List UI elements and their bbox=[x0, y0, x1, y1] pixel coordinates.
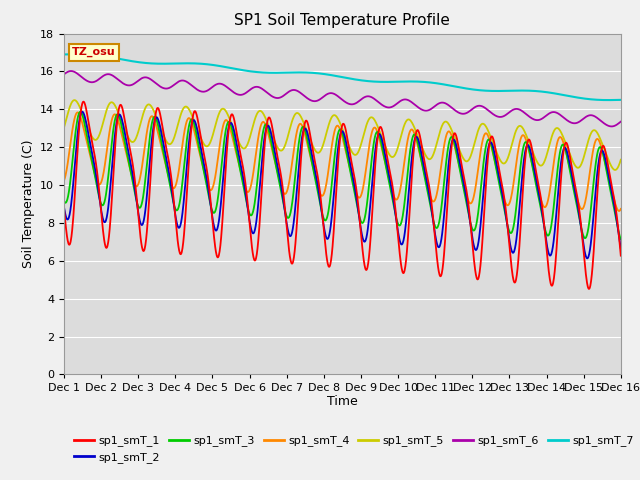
sp1_smT_2 bbox=[297, 145, 305, 151]
sp1_smT_4 bbox=[104, 144, 111, 149]
sp1_smT_5 bbox=[126, 138, 134, 144]
sp1_smT_5 bbox=[611, 167, 619, 173]
sp1_smT_4 bbox=[617, 206, 625, 212]
sp1_smT_3 bbox=[378, 140, 385, 145]
sp1_smT_7 bbox=[318, 71, 326, 77]
sp1_smT_5 bbox=[378, 132, 385, 138]
sp1_smT_2 bbox=[617, 246, 625, 252]
sp1_smT_6 bbox=[318, 95, 326, 101]
sp1_smT_1 bbox=[79, 99, 87, 105]
sp1_smT_7 bbox=[605, 97, 612, 103]
X-axis label: Time: Time bbox=[327, 395, 358, 408]
sp1_smT_1 bbox=[104, 243, 111, 249]
Legend: sp1_smT_1, sp1_smT_2, sp1_smT_3, sp1_smT_4, sp1_smT_5, sp1_smT_6, sp1_smT_7: sp1_smT_1, sp1_smT_2, sp1_smT_3, sp1_smT… bbox=[70, 431, 638, 468]
sp1_smT_5 bbox=[104, 105, 111, 110]
sp1_smT_6 bbox=[617, 119, 625, 124]
sp1_smT_3 bbox=[297, 129, 305, 135]
sp1_smT_3 bbox=[60, 198, 68, 204]
sp1_smT_4 bbox=[126, 166, 134, 172]
sp1_smT_7 bbox=[308, 70, 316, 76]
sp1_smT_5 bbox=[318, 144, 326, 150]
sp1_smT_4 bbox=[318, 193, 326, 199]
sp1_smT_6 bbox=[104, 72, 111, 77]
sp1_smT_6 bbox=[297, 90, 305, 96]
sp1_smT_2 bbox=[318, 212, 326, 218]
sp1_smT_6 bbox=[308, 98, 316, 104]
sp1_smT_6 bbox=[60, 72, 68, 77]
Line: sp1_smT_2: sp1_smT_2 bbox=[64, 112, 621, 258]
Line: sp1_smT_1: sp1_smT_1 bbox=[64, 102, 621, 289]
sp1_smT_1 bbox=[585, 286, 593, 292]
sp1_smT_5 bbox=[308, 142, 316, 147]
sp1_smT_3 bbox=[126, 166, 134, 171]
Line: sp1_smT_6: sp1_smT_6 bbox=[64, 71, 621, 126]
sp1_smT_6 bbox=[378, 101, 385, 107]
sp1_smT_1 bbox=[126, 147, 134, 153]
sp1_smT_2 bbox=[60, 204, 68, 210]
sp1_smT_5 bbox=[60, 125, 68, 131]
sp1_smT_2 bbox=[584, 255, 591, 261]
sp1_smT_2 bbox=[104, 210, 111, 216]
Line: sp1_smT_5: sp1_smT_5 bbox=[64, 100, 621, 170]
sp1_smT_1 bbox=[617, 253, 625, 259]
sp1_smT_7 bbox=[126, 58, 134, 64]
sp1_smT_7 bbox=[617, 97, 625, 103]
sp1_smT_3 bbox=[617, 236, 625, 242]
sp1_smT_1 bbox=[308, 144, 316, 149]
Y-axis label: Soil Temperature (C): Soil Temperature (C) bbox=[22, 140, 35, 268]
sp1_smT_7 bbox=[104, 54, 111, 60]
sp1_smT_1 bbox=[297, 161, 305, 167]
Title: SP1 Soil Temperature Profile: SP1 Soil Temperature Profile bbox=[234, 13, 451, 28]
sp1_smT_4 bbox=[74, 109, 81, 115]
sp1_smT_5 bbox=[70, 97, 78, 103]
sp1_smT_1 bbox=[318, 210, 326, 216]
Line: sp1_smT_4: sp1_smT_4 bbox=[64, 112, 621, 211]
sp1_smT_6 bbox=[607, 123, 615, 129]
sp1_smT_2 bbox=[308, 153, 316, 159]
sp1_smT_3 bbox=[308, 161, 316, 167]
sp1_smT_4 bbox=[60, 178, 68, 183]
sp1_smT_1 bbox=[378, 125, 385, 131]
sp1_smT_3 bbox=[318, 211, 326, 216]
sp1_smT_4 bbox=[297, 121, 305, 127]
Line: sp1_smT_7: sp1_smT_7 bbox=[64, 54, 621, 100]
sp1_smT_7 bbox=[378, 79, 385, 85]
sp1_smT_6 bbox=[126, 83, 134, 88]
sp1_smT_6 bbox=[67, 68, 75, 74]
Text: TZ_osu: TZ_osu bbox=[72, 47, 116, 58]
sp1_smT_7 bbox=[72, 51, 80, 57]
sp1_smT_4 bbox=[308, 161, 316, 167]
sp1_smT_4 bbox=[378, 143, 385, 149]
sp1_smT_7 bbox=[60, 51, 68, 57]
sp1_smT_3 bbox=[77, 109, 84, 115]
sp1_smT_7 bbox=[297, 70, 305, 75]
sp1_smT_1 bbox=[60, 205, 68, 211]
sp1_smT_5 bbox=[617, 157, 625, 163]
sp1_smT_5 bbox=[297, 113, 305, 119]
sp1_smT_2 bbox=[78, 109, 86, 115]
sp1_smT_2 bbox=[378, 134, 385, 140]
sp1_smT_3 bbox=[104, 180, 111, 186]
Line: sp1_smT_3: sp1_smT_3 bbox=[64, 112, 621, 239]
sp1_smT_4 bbox=[615, 208, 623, 214]
sp1_smT_2 bbox=[126, 157, 134, 163]
